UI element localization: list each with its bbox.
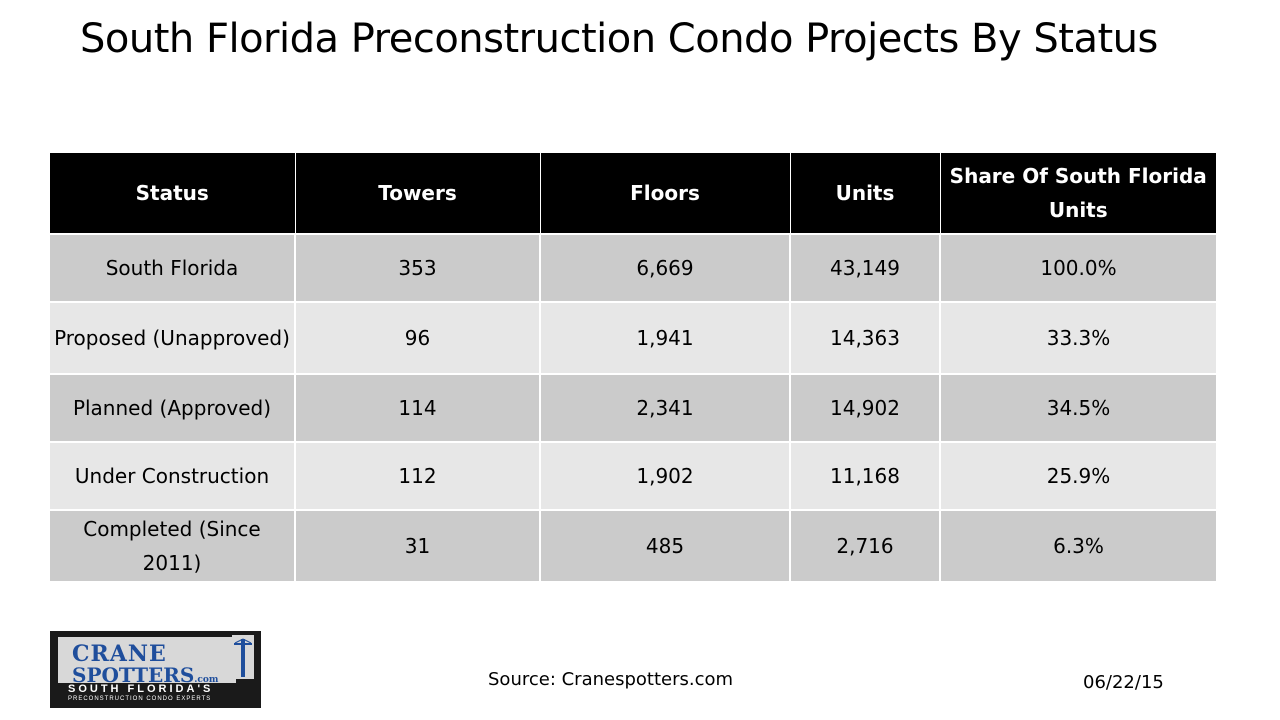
table-row: Proposed (Unapproved) 96 1,941 14,363 33… bbox=[50, 301, 1216, 374]
table-row: Completed (Since 2011) 31 485 2,716 6.3% bbox=[50, 509, 1216, 581]
status-cell: Completed (Since 2011) bbox=[50, 509, 296, 581]
units-cell: 2,716 bbox=[790, 509, 941, 581]
slide-date: 06/22/15 bbox=[1083, 672, 1164, 693]
units-cell: 43,149 bbox=[790, 233, 941, 302]
table-row: South Florida 353 6,669 43,149 100.0% bbox=[50, 233, 1216, 302]
units-cell: 14,902 bbox=[790, 373, 941, 442]
status-cell: South Florida bbox=[50, 233, 296, 302]
status-table: Status Towers Floors Units Share Of Sout… bbox=[50, 153, 1216, 581]
floors-cell: 6,669 bbox=[540, 233, 791, 302]
logo-domain-text: .com bbox=[194, 675, 219, 685]
column-header-units: Units bbox=[790, 153, 941, 234]
towers-cell: 112 bbox=[295, 441, 541, 510]
logo-tagline: SOUTH FLORIDA'S bbox=[68, 683, 214, 695]
floors-cell: 1,941 bbox=[540, 301, 791, 374]
logo-banner: CRANE SPOTTERS.com bbox=[58, 637, 236, 687]
units-cell: 11,168 bbox=[790, 441, 941, 510]
status-cell: Planned (Approved) bbox=[50, 373, 296, 442]
logo-spotters-text: SPOTTERS bbox=[72, 663, 195, 687]
towers-cell: 31 bbox=[295, 509, 541, 581]
source-note: Source: Cranespotters.com bbox=[488, 669, 734, 690]
towers-cell: 353 bbox=[295, 233, 541, 302]
table-row: Planned (Approved) 114 2,341 14,902 34.5… bbox=[50, 373, 1216, 442]
share-cell: 6.3% bbox=[940, 509, 1216, 581]
logo-word-spotters: SPOTTERS.com bbox=[72, 663, 218, 687]
floors-cell: 485 bbox=[540, 509, 791, 581]
cranespotters-logo: CRANE SPOTTERS.com SOUTH FLORIDA'S PRECO… bbox=[50, 631, 261, 708]
share-cell: 25.9% bbox=[940, 441, 1216, 510]
status-cell: Under Construction bbox=[50, 441, 296, 510]
logo-subtagline: PRECONSTRUCTION CONDO EXPERTS bbox=[68, 696, 212, 702]
towers-cell: 114 bbox=[295, 373, 541, 442]
column-header-share: Share Of South Florida Units bbox=[940, 153, 1216, 234]
towers-cell: 96 bbox=[295, 301, 541, 374]
table-header-row: Status Towers Floors Units Share Of Sout… bbox=[50, 153, 1216, 234]
column-header-floors: Floors bbox=[540, 153, 791, 234]
units-cell: 14,363 bbox=[790, 301, 941, 374]
floors-cell: 2,341 bbox=[540, 373, 791, 442]
logo-word-crane: CRANE bbox=[72, 641, 167, 667]
column-header-towers: Towers bbox=[295, 153, 541, 234]
column-header-status: Status bbox=[50, 153, 296, 234]
status-cell: Proposed (Unapproved) bbox=[50, 301, 296, 374]
floors-cell: 1,902 bbox=[540, 441, 791, 510]
share-cell: 100.0% bbox=[940, 233, 1216, 302]
crane-icon bbox=[232, 635, 254, 679]
page-title: South Florida Preconstruction Condo Proj… bbox=[80, 16, 1158, 62]
share-cell: 34.5% bbox=[940, 373, 1216, 442]
table-row: Under Construction 112 1,902 11,168 25.9… bbox=[50, 441, 1216, 510]
share-cell: 33.3% bbox=[940, 301, 1216, 374]
